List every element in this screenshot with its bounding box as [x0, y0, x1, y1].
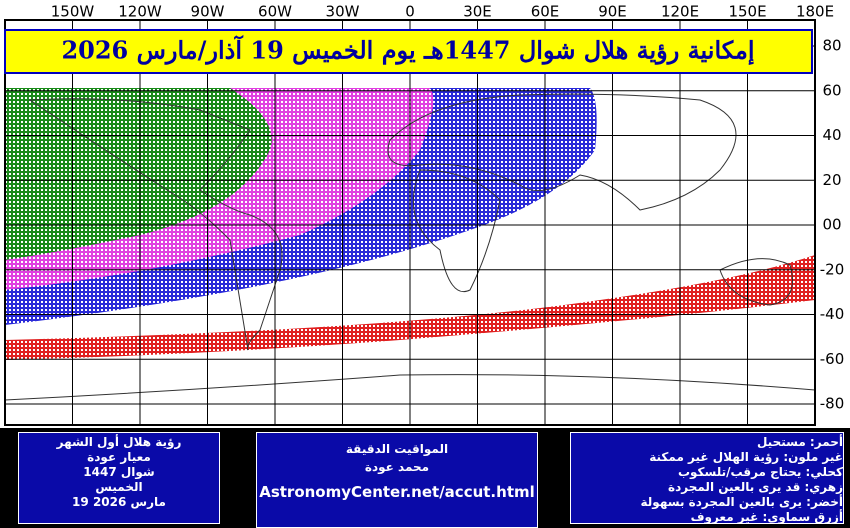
lon-label: 60E — [531, 3, 560, 21]
lon-label: 120W — [118, 3, 162, 21]
lat-label: 20 — [822, 171, 841, 189]
lon-label: 30E — [463, 3, 492, 21]
legend-box: أحمر: مستحيل غير ملون: رؤية الهلال غير مم… — [570, 432, 844, 524]
box-line: 19 مارس 2026 — [72, 495, 166, 509]
lon-label: 150E — [728, 3, 766, 21]
box-line: الخميس — [95, 480, 143, 494]
box-line: أزرق سماوي: غير معروف — [690, 510, 843, 524]
lat-label: -60 — [820, 350, 845, 368]
zone-easy — [5, 88, 272, 260]
box-line: غير ملون: رؤية الهلال غير ممكنة — [649, 450, 843, 464]
lon-label: 30W — [326, 3, 360, 21]
lat-label: 60 — [822, 81, 841, 99]
box-line: AstronomyCenter.net/accut.html — [259, 483, 535, 501]
lon-label: 180E — [796, 3, 834, 21]
lat-label: -80 — [820, 395, 845, 413]
lat-label: 00 — [822, 216, 841, 234]
map-frame — [4, 19, 816, 426]
title-box — [4, 29, 813, 74]
box-line: محمد عودة — [364, 460, 430, 474]
box-line: زهري: قد يرى بالعين المجردة — [668, 480, 843, 494]
box-line: كحلي: يحتاج مرقب/تلسكوب — [677, 465, 843, 479]
map: إمكانية رؤية هلال شوال 1447هـ يوم الخميس… — [0, 0, 850, 428]
lon-label: 0 — [405, 3, 415, 21]
box-line: معيار عودة — [87, 450, 151, 464]
lat-label: 40 — [822, 126, 841, 144]
lat-label: -20 — [820, 260, 845, 278]
box-line: أحمر: مستحيل — [756, 435, 843, 449]
lat-label: -40 — [820, 305, 845, 323]
box-line: المواقيت الدقيقة — [345, 442, 449, 456]
box-line: شوال 1447 — [83, 465, 155, 479]
lat-label: 80 — [822, 37, 841, 55]
lon-label: 120E — [661, 3, 699, 21]
box-line: أخضر: يرى بالعين المجردة بسهولة — [640, 495, 843, 509]
info-box: رؤية هلال أول الشهر معيار عودة شوال 1447 ال… — [18, 432, 220, 524]
box-line: رؤية هلال أول الشهر — [56, 435, 182, 449]
links-box: المواقيت الدقيقة محمد عودة AstronomyCenter… — [256, 432, 538, 528]
lon-label: 60W — [258, 3, 292, 21]
title: إمكانية رؤية هلال شوال 1447هـ يوم الخميس… — [61, 35, 754, 66]
lon-label: 90E — [598, 3, 627, 21]
coastlines — [4, 93, 816, 401]
lon-label: 150W — [51, 3, 95, 21]
lon-label: 90W — [191, 3, 225, 21]
